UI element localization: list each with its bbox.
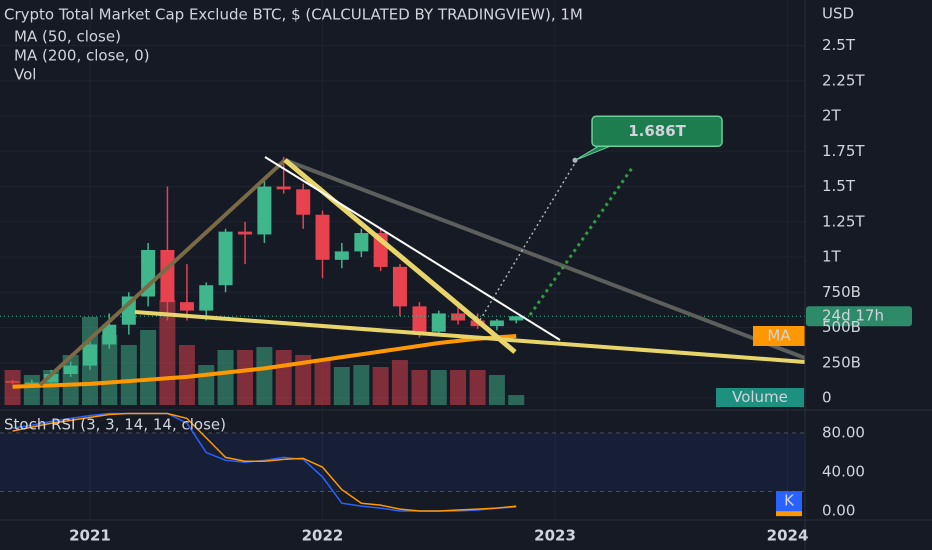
projection bbox=[528, 167, 634, 316]
chart-title: Crypto Total Market Cap Exclude BTC, $ (… bbox=[4, 6, 583, 24]
annotation-label: 1.686T bbox=[628, 122, 686, 140]
candle-body bbox=[121, 296, 136, 325]
y-tick-label: 0 bbox=[822, 389, 832, 407]
candle-body bbox=[412, 306, 427, 332]
trend-line bbox=[134, 310, 806, 364]
annotation-anchor bbox=[572, 157, 578, 163]
y-tick-label: 250B bbox=[822, 353, 861, 371]
volume-bar bbox=[120, 345, 137, 405]
y-tick-label: 1.75T bbox=[822, 142, 865, 160]
trend-line bbox=[38, 158, 287, 387]
y-tick-label: 1.25T bbox=[822, 212, 865, 230]
volume-bar bbox=[353, 365, 370, 405]
band bbox=[0, 433, 805, 492]
volume-bar bbox=[101, 335, 118, 405]
y-tick-label: 2T bbox=[822, 107, 842, 125]
volume-bar bbox=[198, 365, 215, 405]
candle-body bbox=[392, 266, 407, 307]
volume-bar bbox=[430, 370, 447, 405]
volume-bar bbox=[23, 375, 40, 405]
volume-bar bbox=[295, 355, 312, 405]
x-tick-label: 2023 bbox=[534, 527, 576, 545]
candle-body bbox=[489, 320, 504, 327]
overlay: 24d 17h MA Volume 1.686T K bbox=[572, 115, 912, 517]
projection bbox=[479, 162, 576, 321]
candle-body bbox=[44, 374, 59, 383]
candle-body bbox=[451, 313, 466, 321]
candle-body bbox=[257, 186, 272, 235]
stoch-line bbox=[12, 412, 517, 512]
trend-line bbox=[284, 158, 806, 360]
x-tick-label: 2021 bbox=[69, 527, 111, 545]
volume-bar bbox=[469, 370, 486, 405]
y-tick-label: 2.25T bbox=[822, 71, 865, 89]
candle-body bbox=[334, 251, 349, 260]
volume-bar bbox=[237, 350, 254, 405]
y-tick-label: 500B bbox=[822, 318, 861, 336]
volume-label: Volume bbox=[732, 388, 788, 406]
volume-bar bbox=[488, 375, 505, 405]
countdown-box bbox=[806, 306, 912, 327]
volume-bar bbox=[4, 370, 21, 405]
volume-bar bbox=[508, 395, 525, 405]
ma-label: MA bbox=[767, 326, 791, 344]
k-label: K bbox=[784, 492, 795, 510]
moving-average bbox=[12, 333, 517, 389]
trend-line bbox=[264, 156, 561, 341]
y-tick-label: 1T bbox=[822, 248, 842, 266]
y-tick-label: 750B bbox=[822, 283, 861, 301]
candle-body bbox=[5, 381, 20, 383]
indicator-legend: MA (50, close) bbox=[14, 28, 121, 46]
candle-body bbox=[24, 382, 39, 385]
k-label-box bbox=[776, 491, 802, 512]
trend-line bbox=[283, 158, 517, 354]
annotation-box bbox=[591, 115, 723, 148]
y-tick-label: 1.5T bbox=[822, 177, 856, 195]
volume-bar bbox=[372, 367, 389, 405]
indicator-legend: MA (200, close, 0) bbox=[14, 47, 150, 65]
volume-bar bbox=[140, 330, 157, 405]
ma-label-box bbox=[753, 325, 805, 346]
candle-body bbox=[431, 313, 446, 332]
candle-body bbox=[63, 365, 78, 375]
volume-bar bbox=[275, 350, 292, 405]
volume-label-box bbox=[716, 388, 804, 407]
candle-body bbox=[315, 214, 330, 260]
y-tick-label: 80.00 bbox=[822, 424, 865, 442]
candle-body bbox=[218, 231, 233, 286]
y-tick-label: 40.00 bbox=[822, 463, 865, 481]
drawings bbox=[38, 156, 806, 387]
candle-body bbox=[354, 233, 369, 252]
candle-body bbox=[179, 302, 194, 311]
candle-body bbox=[238, 231, 253, 235]
candle-body bbox=[296, 189, 311, 215]
candle-body bbox=[199, 285, 214, 311]
volume-bar bbox=[391, 360, 408, 405]
indicator-title: Stoch RSI (3, 3, 14, 14, close) bbox=[4, 416, 226, 434]
y-tick-label: 0.00 bbox=[822, 502, 855, 520]
x-tick-label: 2022 bbox=[302, 527, 344, 545]
candle-body bbox=[276, 186, 291, 190]
volume-bar bbox=[411, 370, 428, 405]
d-label-box bbox=[776, 511, 802, 517]
y-tick-label: 2.5T bbox=[822, 36, 856, 54]
x-tick-label: 2024 bbox=[767, 527, 809, 545]
candle-body bbox=[509, 316, 524, 321]
y-unit: USD bbox=[822, 5, 854, 23]
countdown: 24d 17h bbox=[822, 307, 884, 325]
volume-bar bbox=[217, 350, 234, 405]
plot bbox=[0, 0, 805, 520]
candle-body bbox=[102, 324, 117, 345]
volume-bar bbox=[333, 367, 350, 405]
volume-bar bbox=[256, 347, 273, 405]
indicator-legend: Vol bbox=[14, 66, 36, 84]
volume-bar bbox=[314, 360, 331, 405]
candle-body bbox=[160, 249, 175, 303]
candle-body bbox=[82, 344, 97, 366]
volume-bar bbox=[450, 370, 467, 405]
